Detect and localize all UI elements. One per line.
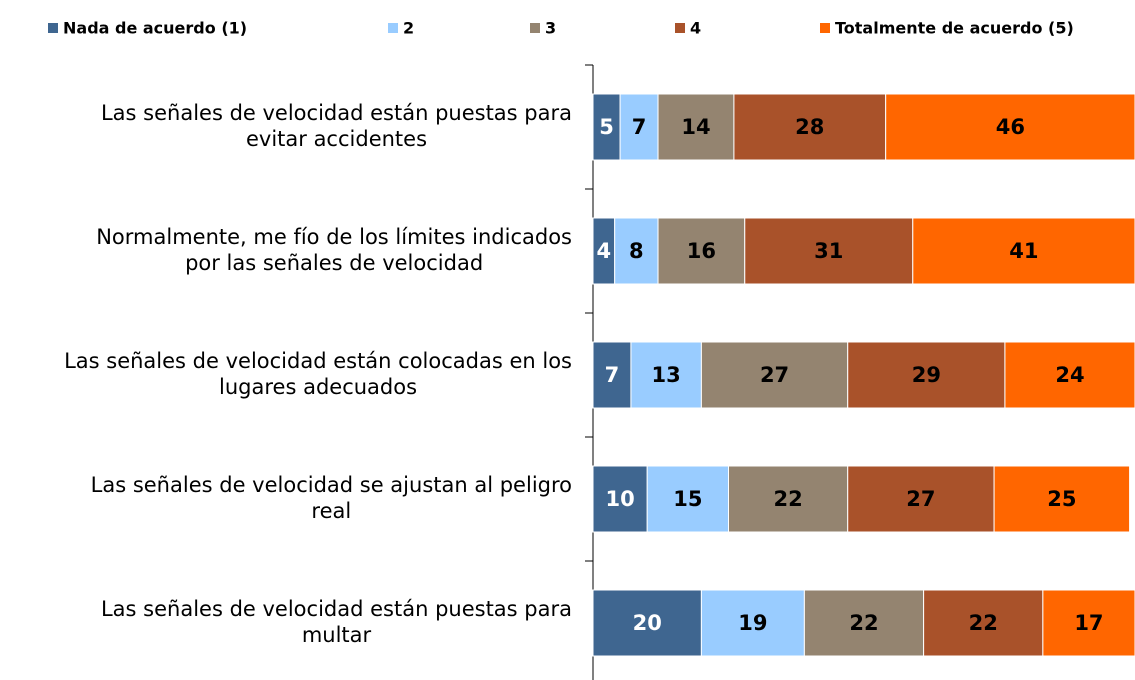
category-label-line: Las señales de velocidad están puestas p… <box>101 101 572 125</box>
bar-segment <box>885 93 1135 161</box>
bar-segment <box>592 341 632 409</box>
bar-segment <box>657 217 746 285</box>
value-label: 17 <box>1074 611 1103 635</box>
category-label-line: Las señales de velocidad se ajustan al p… <box>91 473 572 497</box>
category-label: Las señales de velocidad están colocadas… <box>64 349 572 399</box>
value-label: 41 <box>1009 239 1038 263</box>
category-label: Las señales de velocidad están puestas p… <box>101 101 572 151</box>
value-label: 10 <box>605 487 634 511</box>
legend-swatch <box>820 23 830 33</box>
bar-segment <box>744 217 914 285</box>
legend-label: Nada de acuerdo (1) <box>63 19 247 38</box>
value-label: 27 <box>906 487 935 511</box>
value-label: 16 <box>687 239 716 263</box>
value-label: 22 <box>849 611 878 635</box>
value-label: 5 <box>599 115 614 139</box>
value-label: 22 <box>969 611 998 635</box>
category-label-line: real <box>311 499 351 523</box>
legend-label: Totalmente de acuerdo (5) <box>835 19 1074 38</box>
legend-label: 4 <box>690 19 701 38</box>
bar-segment <box>912 217 1135 285</box>
legend-label: 3 <box>545 19 556 38</box>
legend-label: 2 <box>403 19 414 38</box>
bar-segment <box>993 465 1131 533</box>
category-label-line: lugares adecuados <box>219 375 417 399</box>
value-label: 7 <box>632 115 647 139</box>
category-label: Las señales de velocidad están puestas p… <box>101 597 572 647</box>
value-label: 15 <box>673 487 702 511</box>
category-label-line: multar <box>302 623 372 647</box>
bar-segment <box>700 341 849 409</box>
bar-segment <box>923 589 1044 657</box>
bar-segment <box>847 465 995 533</box>
value-label: 31 <box>814 239 843 263</box>
value-label: 28 <box>795 115 824 139</box>
category-label-line: Normalmente, me fío de los límites indic… <box>96 225 572 249</box>
value-label: 19 <box>738 611 767 635</box>
bar-segment <box>592 93 621 161</box>
bar-segment <box>733 93 887 161</box>
value-label: 27 <box>760 363 789 387</box>
legend-swatch <box>530 23 540 33</box>
value-label: 22 <box>774 487 803 511</box>
legend-swatch <box>48 23 58 33</box>
category-label: Las señales de velocidad se ajustan al p… <box>91 473 572 523</box>
value-label: 29 <box>912 363 941 387</box>
value-label: 24 <box>1055 363 1084 387</box>
bar-segment <box>803 589 925 657</box>
category-label-line: Las señales de velocidad están colocadas… <box>64 349 572 373</box>
category-label-line: por las señales de velocidad <box>185 251 483 275</box>
legend-swatch <box>675 23 685 33</box>
value-label: 14 <box>681 115 710 139</box>
value-label: 13 <box>652 363 681 387</box>
bar-segment <box>614 217 659 285</box>
bar-segment <box>728 465 849 533</box>
bar-segment <box>847 341 1006 409</box>
category-label: Normalmente, me fío de los límites indic… <box>96 225 572 275</box>
value-label: 46 <box>996 115 1025 139</box>
bar-segment <box>630 341 702 409</box>
bar-segment <box>592 589 702 657</box>
value-label: 4 <box>597 239 612 263</box>
bar-segment <box>700 589 805 657</box>
value-label: 7 <box>605 363 620 387</box>
legend-swatch <box>388 23 398 33</box>
category-label-line: Las señales de velocidad están puestas p… <box>101 597 572 621</box>
value-label: 8 <box>629 239 644 263</box>
value-label: 25 <box>1047 487 1076 511</box>
category-label-line: evitar accidentes <box>246 127 427 151</box>
bar-segment <box>1042 589 1135 657</box>
value-label: 20 <box>633 611 662 635</box>
